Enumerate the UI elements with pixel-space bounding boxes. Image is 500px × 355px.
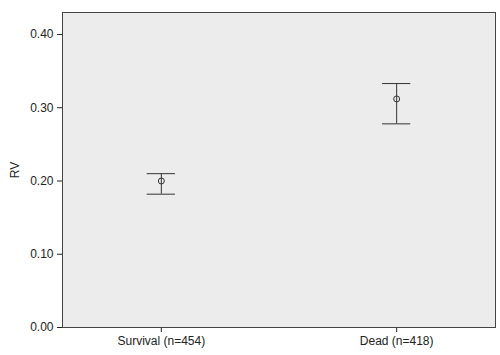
svg-text:Survival (n=454): Survival (n=454)	[117, 334, 205, 348]
svg-text:0.00: 0.00	[30, 320, 54, 334]
svg-text:0.40: 0.40	[30, 27, 54, 41]
svg-text:0.10: 0.10	[30, 247, 54, 261]
svg-text:0.30: 0.30	[30, 101, 54, 115]
svg-text:0.20: 0.20	[30, 174, 54, 188]
svg-text:Dead (n=418): Dead (n=418)	[360, 334, 434, 348]
svg-text:RV: RV	[8, 162, 22, 178]
